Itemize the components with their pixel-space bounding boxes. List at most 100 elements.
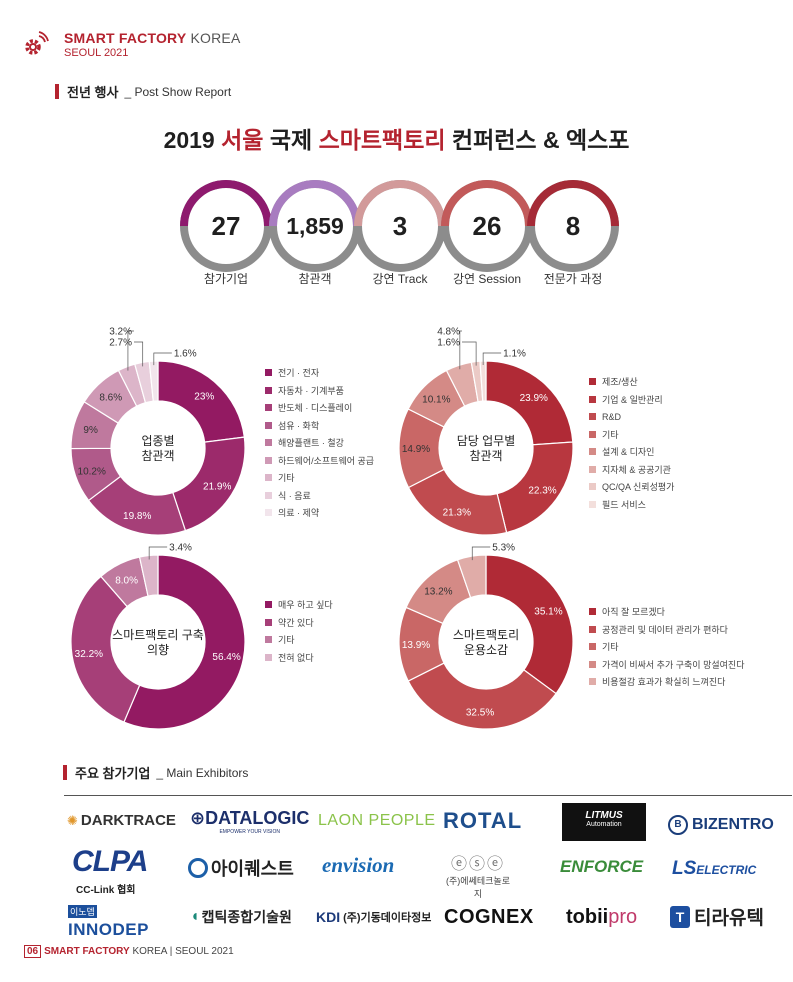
slice-label: 10.1%	[422, 395, 450, 406]
logo-innodep: 이노뎁 INNODEP	[68, 905, 149, 939]
logo-aiquest: 아이퀘스트	[188, 855, 294, 881]
legend-item: 기타	[589, 426, 674, 444]
chart-legend: 아직 잘 모르겠다 공정관리 및 데이터 관리가 편하다 기타 가격이 비싸서 추가 …	[589, 603, 744, 691]
donut-slice	[138, 554, 159, 597]
legend-label: 전기 · 전자	[278, 368, 320, 379]
slice-label: 8.0%	[115, 575, 138, 586]
donut-slice	[456, 554, 487, 599]
bizentro-icon: B	[668, 815, 688, 835]
logo-tobii: tobiipro	[566, 906, 638, 928]
slice-label: 1.1%	[503, 349, 526, 360]
logo-datalogic: ⊕DATALOGIC EMPOWER YOUR VISION	[190, 808, 310, 835]
logo-kdi: KDI (주)기동데이타정보	[316, 909, 432, 925]
legend-item: 약간 있다	[265, 614, 333, 632]
callout-line	[148, 546, 168, 560]
donut-chart: 23% 21.9% 19.8% 10.2% 9% 8.6% 3.2%2.7% 1.6% 업종별참…	[70, 327, 246, 536]
legend-swatch	[589, 395, 596, 403]
legend-label: 공정관리 및 데이터 관리가 편하다	[602, 624, 728, 635]
stat-label: 강연 Session	[452, 272, 522, 286]
legend-swatch	[589, 378, 596, 386]
legend-label: 설계 & 디자인	[602, 447, 655, 458]
legend-swatch	[589, 448, 596, 456]
legend-item: 반도체 · 디스플레이	[265, 399, 374, 417]
legend-item: 해양플랜트 · 철강	[265, 434, 374, 452]
charts-area: 23% 21.9% 19.8% 10.2% 9% 8.6% 3.2%2.7% 1.6% 업종별참…	[70, 327, 574, 730]
slice-label: 21.3%	[443, 508, 471, 519]
slice-label: 10.2%	[78, 466, 106, 477]
legend-item: 섬유 · 화학	[265, 417, 374, 435]
section-title-exhibitors: 주요 참가기업 _ Main Exhibitors	[63, 763, 248, 782]
legend-item: 아직 잘 모르겠다	[589, 603, 744, 621]
legend-item: 매우 하고 싶다	[265, 596, 333, 614]
legend-label: 기타	[278, 635, 295, 646]
chart-title: 담당 업무별	[457, 434, 516, 448]
logo-laonpeople: LAON PEOPLE	[318, 812, 436, 829]
stat-label: 참관객	[298, 272, 332, 286]
legend-item: 의료 · 제약	[265, 504, 374, 522]
callout-line	[127, 330, 134, 371]
chart-title: 의향	[147, 643, 169, 657]
legend-swatch	[589, 430, 596, 438]
legend-swatch	[265, 653, 272, 661]
aiquest-icon	[188, 858, 208, 878]
legend-label: 섬유 · 화학	[278, 420, 320, 431]
chart-title: 업종별	[141, 434, 174, 448]
legend-swatch	[589, 465, 596, 473]
stat-value: 26	[472, 211, 502, 241]
logo-tirauteck: T 티라유텍	[670, 903, 764, 930]
legend-item: QC/QA 신뢰성평가	[589, 478, 674, 496]
stat-value: 1,859	[286, 213, 344, 239]
legend-item: 전기 · 전자	[265, 364, 374, 382]
legend-label: 아직 잘 모르겠다	[602, 607, 665, 618]
logo-darktrace: ✺ DARKTRACE	[67, 812, 176, 829]
callout-line	[462, 341, 477, 366]
donut-slice	[70, 575, 141, 723]
legend-label: R&D	[602, 411, 622, 422]
stat-ring: 1,859	[267, 178, 363, 274]
section-bar	[55, 84, 59, 99]
legend-item: 설계 & 디자인	[589, 443, 674, 461]
logo-ese: ⓔⓢⓔ (주)에쎄테크놀로지	[443, 850, 513, 900]
slice-label: 4.8%	[437, 327, 460, 338]
footer: 06 SMART FACTORY KOREA | SEOUL 2021	[24, 945, 234, 958]
slice-label: 19.8%	[123, 511, 151, 522]
stat-value: 27	[211, 211, 241, 241]
logo-rotal: ROTAL	[443, 808, 523, 833]
callout-line	[153, 352, 172, 366]
logo-captic: ◖ 캡틱종합기술원	[190, 908, 292, 925]
stat-value: 8	[565, 211, 581, 241]
darktrace-icon: ✺	[67, 812, 78, 828]
legend-item: 하드웨어/소프트웨어 공급	[265, 452, 374, 470]
legend-label: 전혀 없다	[278, 652, 314, 663]
brand-name: SMART FACTORY KOREA	[64, 30, 241, 46]
stat-value: 3	[392, 211, 408, 241]
logo-envision: envision	[322, 853, 395, 877]
section-title-en: _ Post Show Report	[124, 84, 232, 99]
legend-swatch	[265, 618, 272, 626]
legend-swatch	[265, 456, 272, 464]
slice-label: 32.5%	[466, 708, 494, 719]
stat-label: 참가기업	[203, 272, 249, 286]
slice-label: 23%	[194, 391, 214, 402]
slice-label: 32.2%	[75, 649, 103, 660]
legend-item: 기타	[265, 631, 333, 649]
page-number: 06	[24, 945, 42, 958]
logo-bizentro: B BIZENTRO	[668, 815, 774, 835]
divider	[64, 795, 792, 796]
legend-swatch	[265, 404, 272, 412]
slice-label: 3.2%	[109, 327, 132, 338]
legend-label: 필드 서비스	[602, 499, 646, 510]
legend-label: 의료 · 제약	[278, 508, 320, 519]
legend-label: 기타	[602, 429, 619, 440]
slice-label: 8.6%	[99, 392, 122, 403]
legend-label: 식 · 음료	[278, 490, 311, 501]
chart-title: 스마트팩토리 구축	[112, 628, 204, 642]
slice-label: 56.4%	[212, 652, 240, 663]
donut-slice	[407, 662, 557, 730]
stat-label: 전문가 과정	[543, 272, 603, 286]
chart-legend: 전기 · 전자 자동차 · 기계부품 반도체 · 디스플레이 섬유 · 화학 해양플랜트…	[265, 364, 374, 522]
callout-line	[134, 341, 144, 367]
legend-item: 기타	[265, 469, 374, 487]
ese-icon: ⓔⓢⓔ	[450, 856, 505, 873]
